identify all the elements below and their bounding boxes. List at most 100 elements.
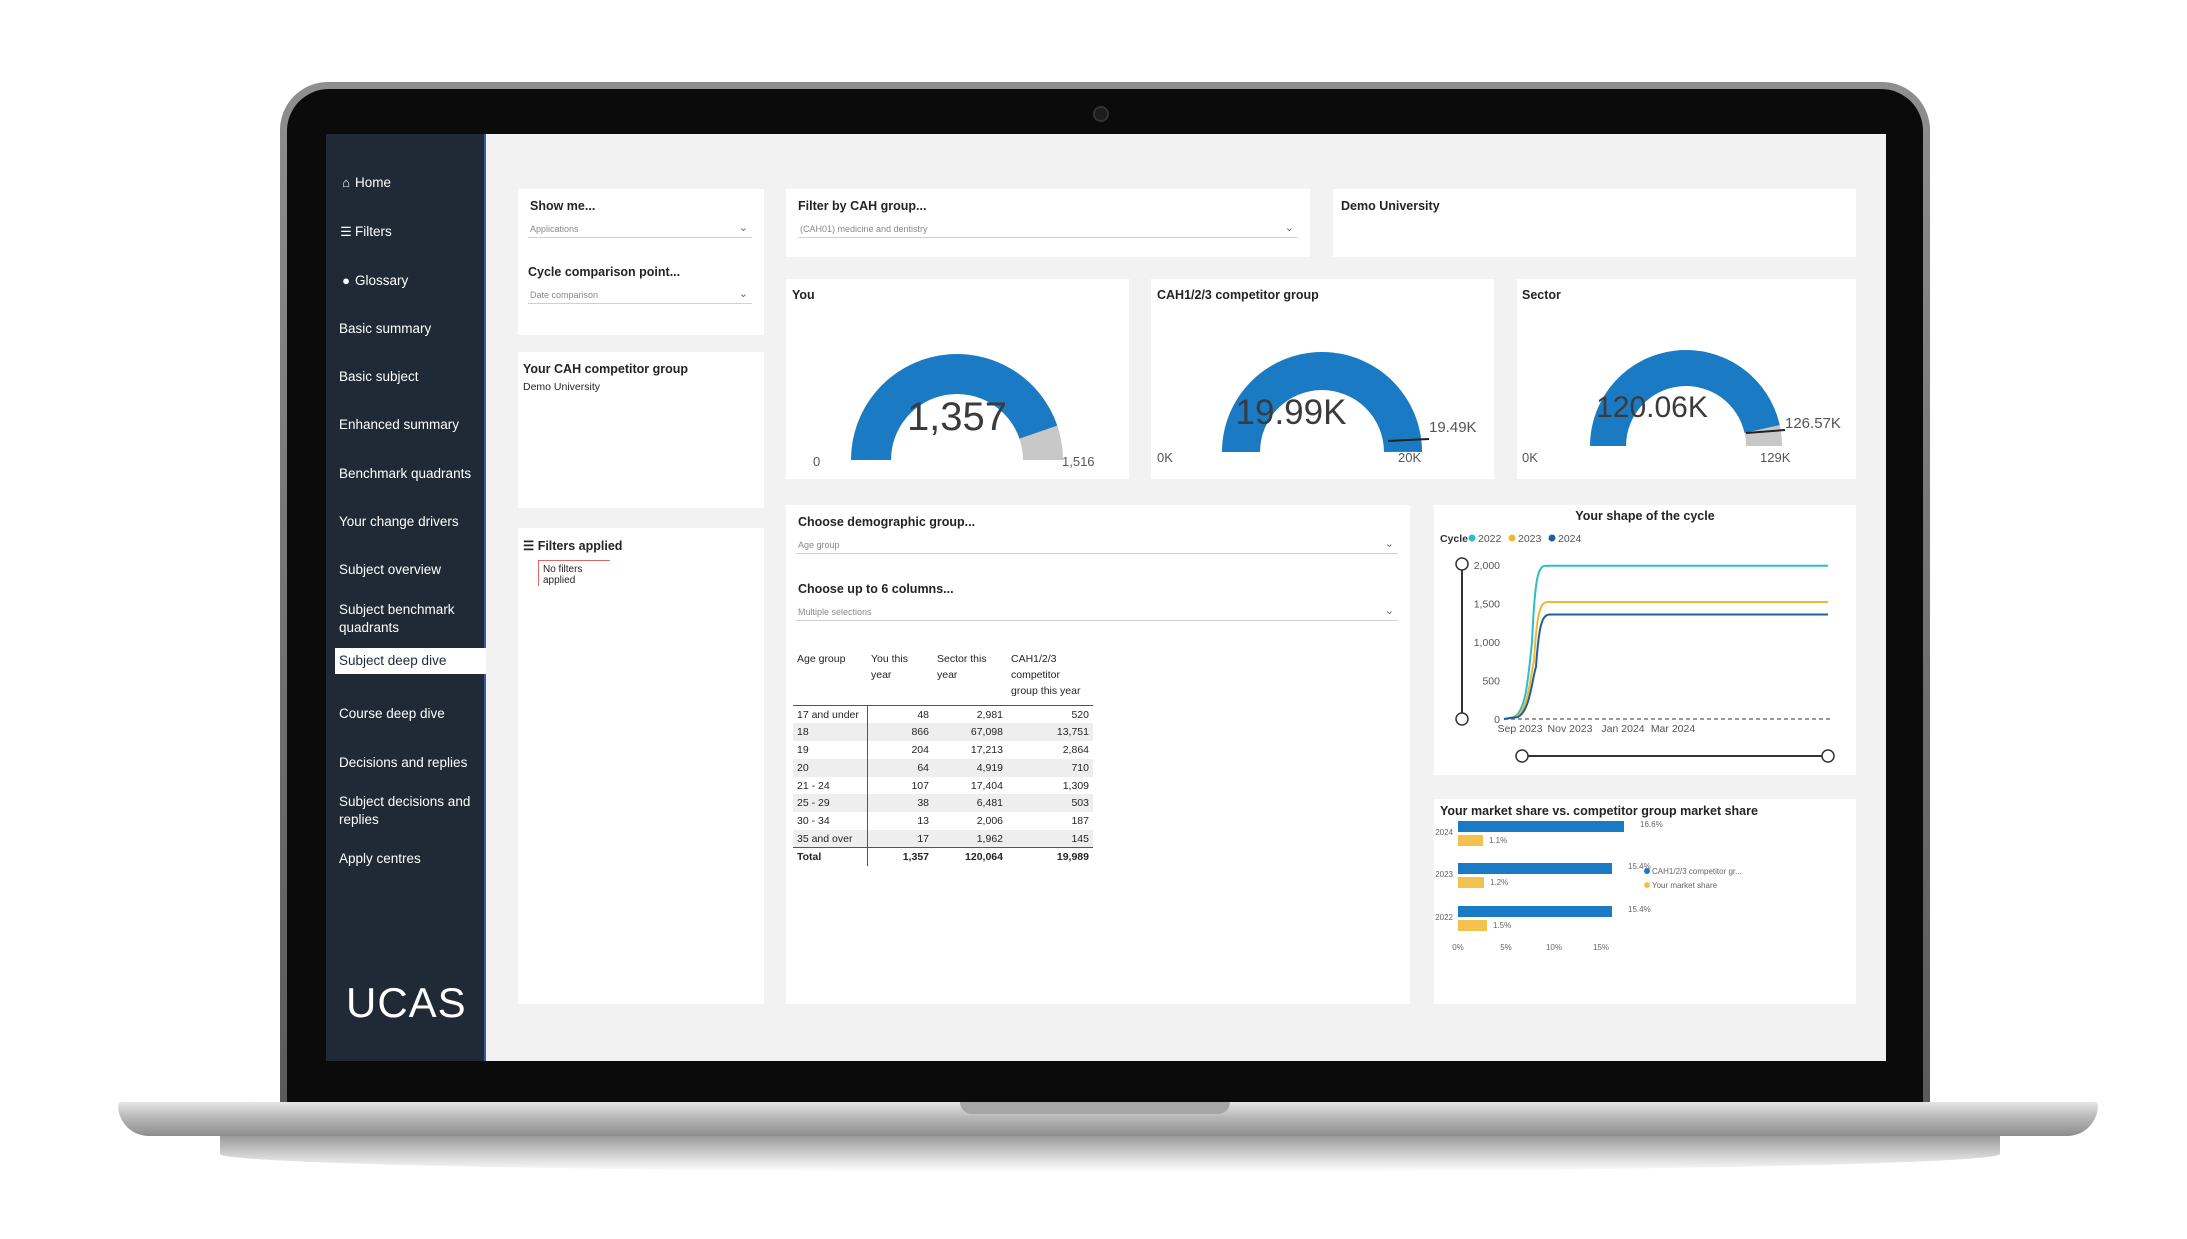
gauge-min: 0 — [813, 454, 821, 469]
table-cell: Total — [793, 847, 868, 866]
sidebar-item-subject-deep-dive[interactable]: Subject deep dive — [335, 648, 486, 674]
columns-dropdown[interactable]: Multiple selections ⌄ — [796, 603, 1398, 621]
gauge-min: 0K — [1157, 450, 1173, 465]
table-cell: 18 — [793, 723, 868, 742]
sidebar-item-label: Subject benchmark quadrants — [339, 602, 455, 635]
table-header-row: Age group You this year Sector this year… — [793, 649, 1093, 706]
sidebar-item-decisions-replies[interactable]: Decisions and replies — [339, 754, 486, 772]
sidebar-item-benchmark-quadrants[interactable]: Benchmark quadrants — [339, 465, 486, 483]
gauge-target: 19.49K — [1429, 419, 1477, 436]
table-row: 19 204 17,213 2,864 — [793, 741, 1093, 759]
cycle-shape-card: Your shape of the cycle Cycle 2022 2023 20… — [1434, 505, 1856, 775]
bar-data-label: 1.2% — [1490, 878, 1508, 887]
sidebar-item-label: Basic summary — [339, 321, 432, 336]
table-row: 35 and over 17 1,962 145 — [793, 830, 1093, 848]
sidebar-item-filters[interactable]: ☰ Filters — [339, 223, 486, 241]
info-icon: ● — [342, 273, 350, 288]
bar-data-label: 16.6% — [1640, 820, 1663, 829]
bar-data-label: 1.1% — [1489, 836, 1507, 845]
bar-competitor — [1458, 906, 1612, 917]
y-range-slider-handle-bottom[interactable] — [1455, 712, 1469, 726]
chevron-down-icon: ⌄ — [1384, 605, 1394, 617]
cycle-comparison-dropdown[interactable]: Date comparison ⌄ — [528, 286, 752, 304]
gauge-fill — [851, 354, 1058, 460]
x-range-slider-handle-right[interactable] — [1821, 749, 1835, 763]
camera-icon — [1093, 106, 1109, 122]
demographic-dropdown[interactable]: Age group ⌄ — [796, 536, 1398, 554]
legend-label[interactable]: Your market share — [1652, 881, 1718, 890]
legend-marker — [1644, 882, 1650, 888]
x-range-slider-handle-left[interactable] — [1515, 749, 1529, 763]
demographic-card: Choose demographic group... Age group ⌄ C… — [786, 505, 1410, 1004]
sidebar-item-glossary[interactable]: ● Glossary — [339, 272, 486, 290]
dashboard-screen: ⌂ Home ☰ Filters ● Glossary Basic summary B… — [326, 134, 1886, 1061]
x-tick-label: 0% — [1452, 943, 1464, 952]
bar-your-share — [1458, 920, 1487, 931]
table-cell: 17,404 — [970, 779, 1003, 792]
sidebar-item-basic-subject[interactable]: Basic subject — [339, 368, 486, 386]
legend-label[interactable]: 2024 — [1558, 533, 1582, 545]
chart-legend: CAH1/2/3 competitor gr... Your market sha… — [1644, 867, 1742, 890]
sidebar-item-course-deep-dive[interactable]: Course deep dive — [339, 705, 486, 723]
filters-applied-box: No filters applied — [538, 560, 610, 586]
chevron-down-icon: ⌄ — [738, 222, 748, 234]
table-total-row: Total 1,357 120,064 19,989 — [793, 847, 1093, 866]
sidebar-item-home[interactable]: ⌂ Home — [339, 174, 486, 192]
cah-filter-dropdown[interactable]: (CAH01) medicine and dentistry ⌄ — [798, 220, 1298, 238]
legend-marker — [1644, 868, 1650, 874]
gauge-value: 1,357 — [906, 395, 1008, 439]
gauge-card-sector: Sector 120.06K 0K 129K 126.57K — [1517, 279, 1856, 479]
competitor-group-card: Your CAH competitor group Demo Universit… — [518, 352, 764, 508]
show-me-dropdown[interactable]: Applications ⌄ — [528, 220, 752, 238]
y-tick-label: 1,000 — [1474, 637, 1500, 649]
legend-label[interactable]: CAH1/2/3 competitor gr... — [1652, 867, 1742, 876]
sidebar-item-subject-overview[interactable]: Subject overview — [339, 561, 486, 579]
columns-value: Multiple selections — [798, 607, 872, 617]
sidebar-nav: ⌂ Home ☰ Filters ● Glossary Basic summary B… — [326, 134, 486, 1061]
table-row: 17 and under 48 2,981 520 — [793, 705, 1093, 724]
y-range-slider-handle-top[interactable] — [1455, 557, 1469, 571]
sidebar-item-subject-benchmark-quadrants[interactable]: Subject benchmark quadrants — [339, 601, 486, 637]
sidebar-item-apply-centres[interactable]: Apply centres — [339, 850, 486, 868]
cycle-comparison-value: Date comparison — [530, 290, 599, 300]
legend-marker — [1508, 534, 1516, 542]
laptop-shadow — [220, 1136, 2000, 1172]
table-cell: 145 — [1007, 830, 1093, 848]
chart-legend: 2022 2023 2024 — [1468, 533, 1582, 545]
table-cell: 13,751 — [1007, 723, 1093, 742]
x-tick-label: Mar 2024 — [1651, 723, 1696, 735]
sidebar-item-label: Subject deep dive — [339, 653, 447, 668]
x-tick-label: Nov 2023 — [1548, 723, 1593, 735]
show-me-value: Applications — [530, 224, 579, 234]
chart-axes: 0 500 1,000 1,500 2,000 Sep 2023 Nov 2023 Jan 2… — [1474, 560, 1832, 735]
cah-filter-label: Filter by CAH group... — [798, 199, 927, 213]
filters-applied-title: ☰ Filters applied — [523, 538, 622, 553]
menu-icon: ☰ — [523, 539, 538, 553]
bar-your-share — [1458, 835, 1483, 846]
table-header: Age group — [797, 653, 846, 665]
sidebar-item-basic-summary[interactable]: Basic summary — [339, 320, 486, 338]
sidebar-item-change-drivers[interactable]: Your change drivers — [339, 513, 486, 531]
table-cell: 866 — [867, 723, 933, 742]
table-cell: 38 — [867, 794, 933, 813]
sidebar-item-label: Your change drivers — [339, 514, 459, 529]
columns-label: Choose up to 6 columns... — [798, 582, 954, 596]
table-cell: 30 - 34 — [793, 812, 868, 831]
table-cell: 2,981 — [933, 705, 1007, 724]
legend-label[interactable]: 2022 — [1478, 533, 1502, 545]
table-cell: 503 — [1007, 794, 1093, 813]
sidebar-item-enhanced-summary[interactable]: Enhanced summary — [339, 416, 486, 434]
chart-title: Your shape of the cycle — [1575, 509, 1714, 523]
table-cell: 710 — [1007, 758, 1093, 777]
demographic-label: Choose demographic group... — [798, 515, 976, 529]
legend-label[interactable]: 2023 — [1518, 533, 1542, 545]
sidebar-item-subject-decisions-replies[interactable]: Subject decisions and replies — [339, 793, 486, 829]
bar-your-share — [1458, 877, 1484, 888]
chevron-down-icon: ⌄ — [1384, 538, 1394, 550]
table-cell: 67,098 — [933, 723, 1007, 742]
gauge-target: 126.57K — [1785, 415, 1841, 432]
bar-competitor — [1458, 863, 1612, 874]
table-cell: 25 - 29 — [793, 794, 868, 813]
demographic-value: Age group — [798, 540, 840, 550]
gauge-target-marker — [1387, 438, 1430, 442]
